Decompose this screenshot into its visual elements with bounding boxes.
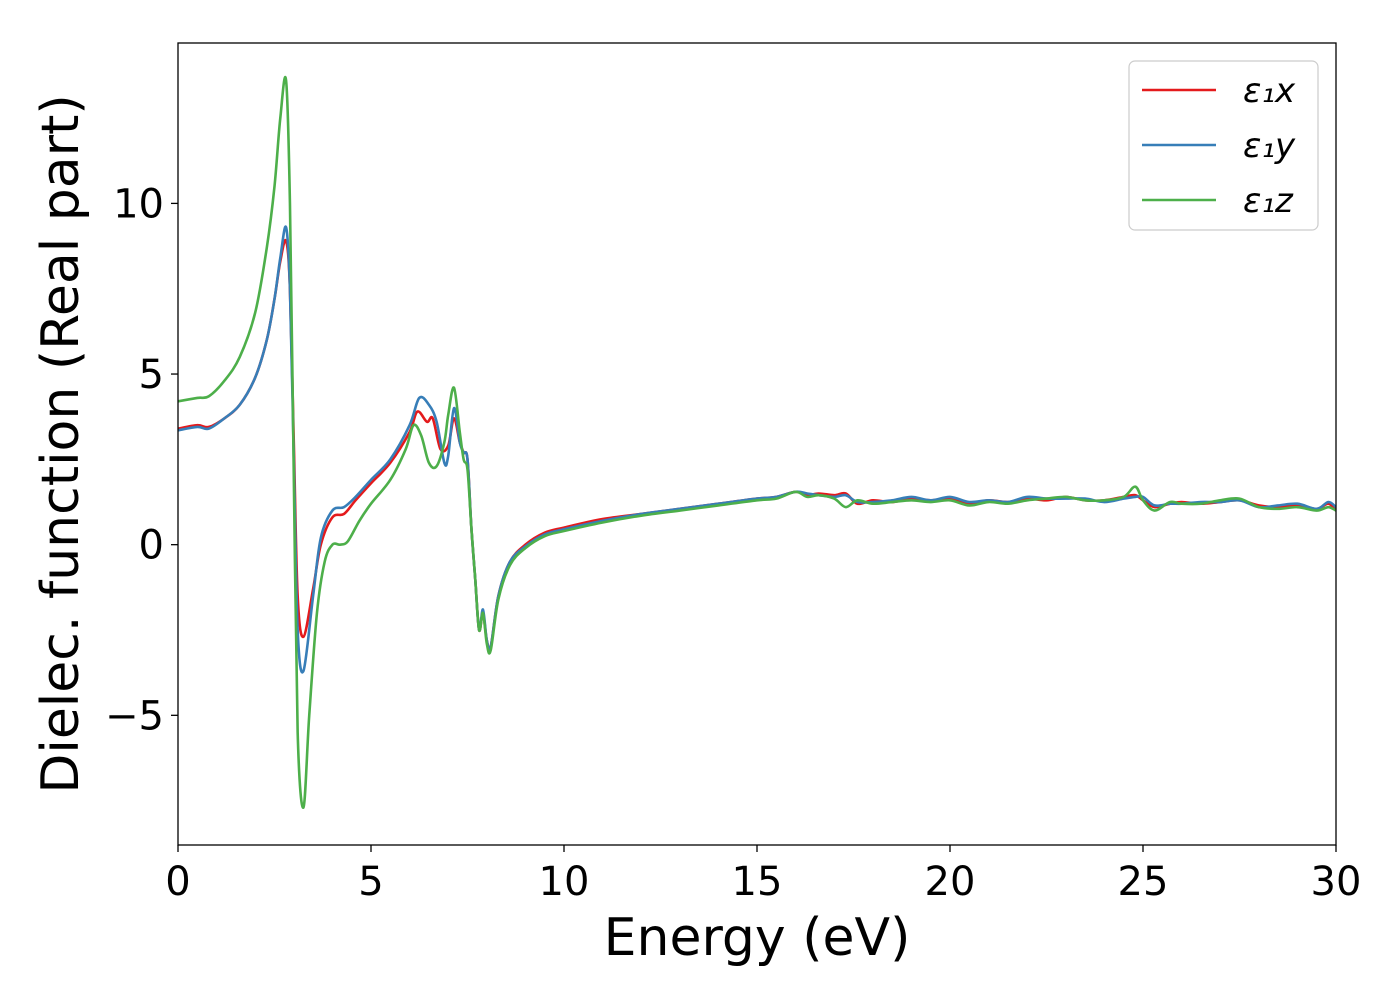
y-tick-label: 10 bbox=[113, 181, 164, 227]
x-tick-label: 0 bbox=[165, 859, 190, 905]
series-line-3 bbox=[178, 76, 1336, 809]
y-tick-label: 5 bbox=[139, 352, 164, 398]
series-line-2 bbox=[178, 225, 1336, 674]
x-tick-label: 30 bbox=[1311, 859, 1362, 905]
x-tick-label: 20 bbox=[925, 859, 976, 905]
series-layer bbox=[178, 76, 1336, 809]
legend-box bbox=[1128, 60, 1319, 231]
legend-label: ε₁y bbox=[1243, 126, 1296, 166]
x-tick-label: 25 bbox=[1118, 859, 1169, 905]
legend-label: ε₁z bbox=[1243, 181, 1294, 221]
x-axis-label: Energy (eV) bbox=[604, 908, 911, 968]
y-axis-label: Dielec. function (Real part) bbox=[31, 94, 91, 793]
x-axis: 0 5 10 15 20 25 30 bbox=[165, 845, 1361, 905]
y-tick-label: 0 bbox=[139, 523, 164, 569]
x-tick-label: 5 bbox=[358, 859, 383, 905]
series-line-1 bbox=[178, 238, 1336, 652]
x-tick-label: 10 bbox=[539, 859, 590, 905]
x-tick-label: 15 bbox=[732, 859, 783, 905]
y-axis: −5 0 5 10 bbox=[105, 181, 178, 739]
y-tick-label: −5 bbox=[105, 693, 164, 739]
legend: ε₁x ε₁y ε₁z bbox=[1128, 60, 1319, 231]
legend-label: ε₁x bbox=[1243, 71, 1296, 111]
